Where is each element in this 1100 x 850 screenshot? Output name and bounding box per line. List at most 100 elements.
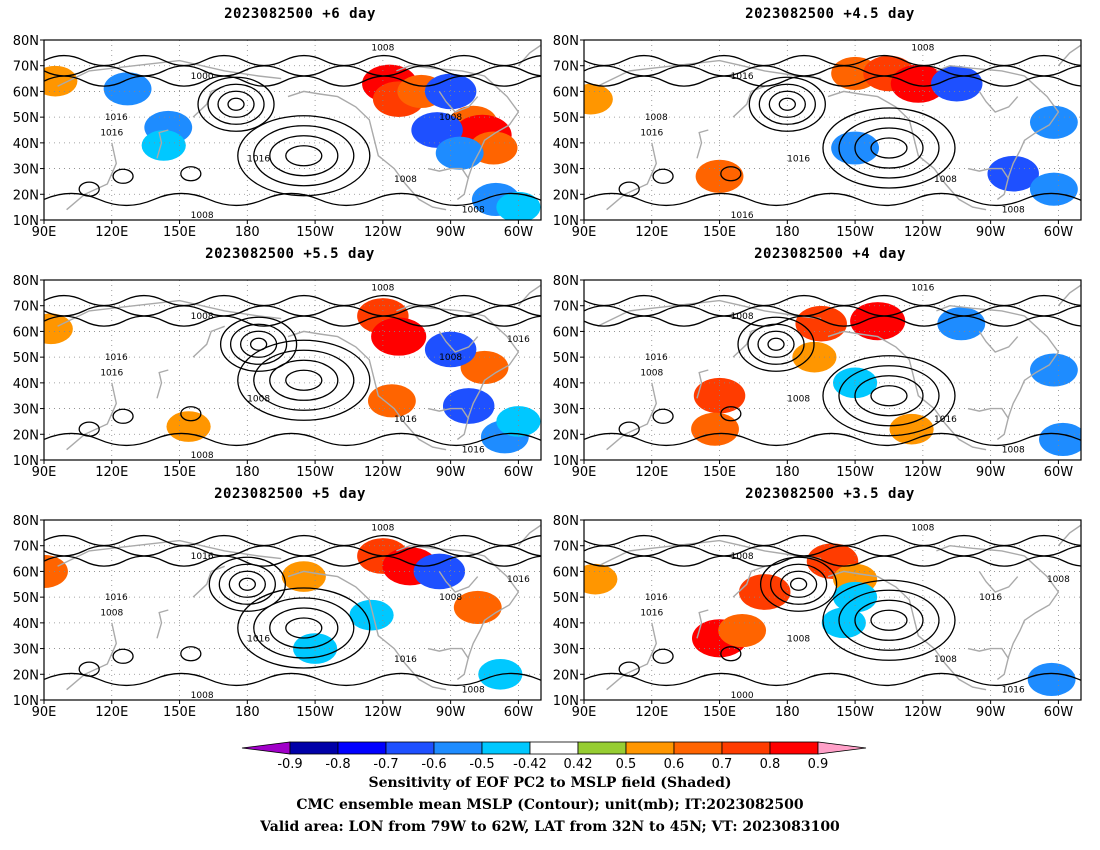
colorbar-bin xyxy=(625,741,675,755)
lon-tick-label: 120E xyxy=(635,465,668,480)
lat-tick-label: 60N xyxy=(13,85,39,100)
shading-negative xyxy=(1039,422,1081,456)
lat-tick-label: 20N xyxy=(13,668,39,683)
shading-negative xyxy=(1029,105,1078,139)
isobar-label: 1016 xyxy=(645,353,668,363)
shading-negative xyxy=(103,72,152,106)
lon-tick-label: 180 xyxy=(235,465,260,480)
coastline xyxy=(427,167,470,180)
isobar-label: 1008 xyxy=(439,113,462,123)
shading-negative xyxy=(1029,353,1078,387)
lon-tick-label: 150W xyxy=(836,705,874,720)
coastline xyxy=(156,129,169,159)
lat-tick-label: 20N xyxy=(553,188,579,203)
lon-tick-label: 150W xyxy=(836,465,874,480)
lon-tick-label: 180 xyxy=(235,225,260,240)
lat-tick-label: 30N xyxy=(13,163,39,178)
coastline xyxy=(827,90,987,211)
caption-line-3: Valid area: LON from 79W to 62W, LAT fro… xyxy=(260,819,840,835)
colorbar-max-extend xyxy=(817,741,867,755)
isobar-label: 1008 xyxy=(247,394,270,404)
colorbar-bin xyxy=(529,741,579,755)
isobar-label: 1008 xyxy=(371,44,394,54)
coastline xyxy=(517,524,541,547)
map-frame xyxy=(43,39,542,221)
isobar-label: 1008 xyxy=(191,691,214,701)
isobar-label: 1008 xyxy=(439,593,462,603)
coastline xyxy=(732,85,765,118)
isobar-label: 1016 xyxy=(507,575,530,585)
lat-tick-label: 40N xyxy=(13,137,39,152)
caption-line-2: CMC ensemble mean MSLP (Contour); unit(m… xyxy=(296,797,804,813)
lon-tick-label: 90E xyxy=(32,705,57,720)
coastline xyxy=(978,91,1019,113)
lat-tick-label: 70N xyxy=(553,60,579,75)
lat-tick-label: 10N xyxy=(13,694,39,709)
lon-tick-label: 60W xyxy=(504,705,534,720)
isobar-label: 1008 xyxy=(1002,446,1025,456)
lon-tick-label: 150E xyxy=(163,225,196,240)
colorbar-label: -0.5 xyxy=(469,757,494,772)
coastline xyxy=(66,622,118,691)
lon-tick-label: 90E xyxy=(32,465,57,480)
lon-tick-label: 120E xyxy=(95,465,128,480)
lat-tick-label: 20N xyxy=(553,668,579,683)
lat-tick-label: 20N xyxy=(13,428,39,443)
coastline xyxy=(57,59,282,87)
lat-tick-label: 50N xyxy=(13,111,39,126)
lat-tick-label: 50N xyxy=(553,351,579,366)
shading-positive xyxy=(795,305,847,342)
lat-tick-label: 20N xyxy=(13,188,39,203)
lon-tick-label: 150W xyxy=(296,465,334,480)
isobar-label: 1016 xyxy=(1002,686,1025,696)
lon-tick-label: 90W xyxy=(976,225,1006,240)
panel-title-5: 2023082500 +5 day xyxy=(214,486,366,502)
shading-negative xyxy=(442,388,495,424)
coastline xyxy=(696,129,709,159)
lat-tick-label: 40N xyxy=(553,617,579,632)
colorbar-label: 0.9 xyxy=(808,757,829,772)
isobar-label: 1000 xyxy=(731,691,754,701)
coastline xyxy=(732,565,765,598)
lon-tick-label: 150W xyxy=(296,705,334,720)
coastline xyxy=(1057,524,1081,547)
coastline xyxy=(396,544,520,680)
coastline xyxy=(967,167,1010,180)
isobar-label: 1008 xyxy=(645,113,668,123)
shading-positive xyxy=(850,302,906,341)
caption-line-1: Sensitivity of EOF PC2 to MSLP field (Sh… xyxy=(368,775,732,791)
coastline xyxy=(438,571,479,593)
isobar-label: 1008 xyxy=(640,369,663,379)
shading-positive xyxy=(738,574,791,610)
isobar-label: 1016 xyxy=(100,369,123,379)
colorbar-label: -0.9 xyxy=(277,757,302,772)
shading-positive xyxy=(44,313,73,345)
lon-tick-label: 90W xyxy=(976,465,1006,480)
isobar-label: 1016 xyxy=(105,353,128,363)
lat-tick-label: 10N xyxy=(553,694,579,709)
isobar-label: 1016 xyxy=(247,154,270,164)
shading-negative xyxy=(496,406,541,437)
shading-positive xyxy=(691,412,739,446)
isobar-label: 1008 xyxy=(371,524,394,534)
shading-negative xyxy=(292,633,338,664)
lat-tick-label: 50N xyxy=(13,351,39,366)
lat-tick-label: 30N xyxy=(13,403,39,418)
colorbar-label: -0.7 xyxy=(373,757,398,772)
map-panel-1: 1008 1000 1016 1016 1016 1008 1008 1008 1008 80N 7… xyxy=(13,34,542,240)
shading-negative xyxy=(832,367,878,399)
map-panel-2: 1008 1016 1008 1016 1016 1008 1008 1016 80N 70N 60… xyxy=(553,34,1082,240)
coastline xyxy=(606,142,658,211)
map-frame xyxy=(583,519,1082,701)
map-frame xyxy=(43,519,542,701)
lat-tick-label: 80N xyxy=(13,274,39,289)
coastline xyxy=(1057,284,1081,307)
lon-tick-label: 120W xyxy=(364,225,402,240)
coastline xyxy=(517,284,541,307)
isobar-label: 1016 xyxy=(105,593,128,603)
isobar-label: 1016 xyxy=(394,655,417,665)
lon-tick-label: 90W xyxy=(436,225,466,240)
lat-tick-label: 70N xyxy=(13,60,39,75)
shading-negative xyxy=(1027,662,1076,696)
isobar-label: 1008 xyxy=(462,206,485,216)
